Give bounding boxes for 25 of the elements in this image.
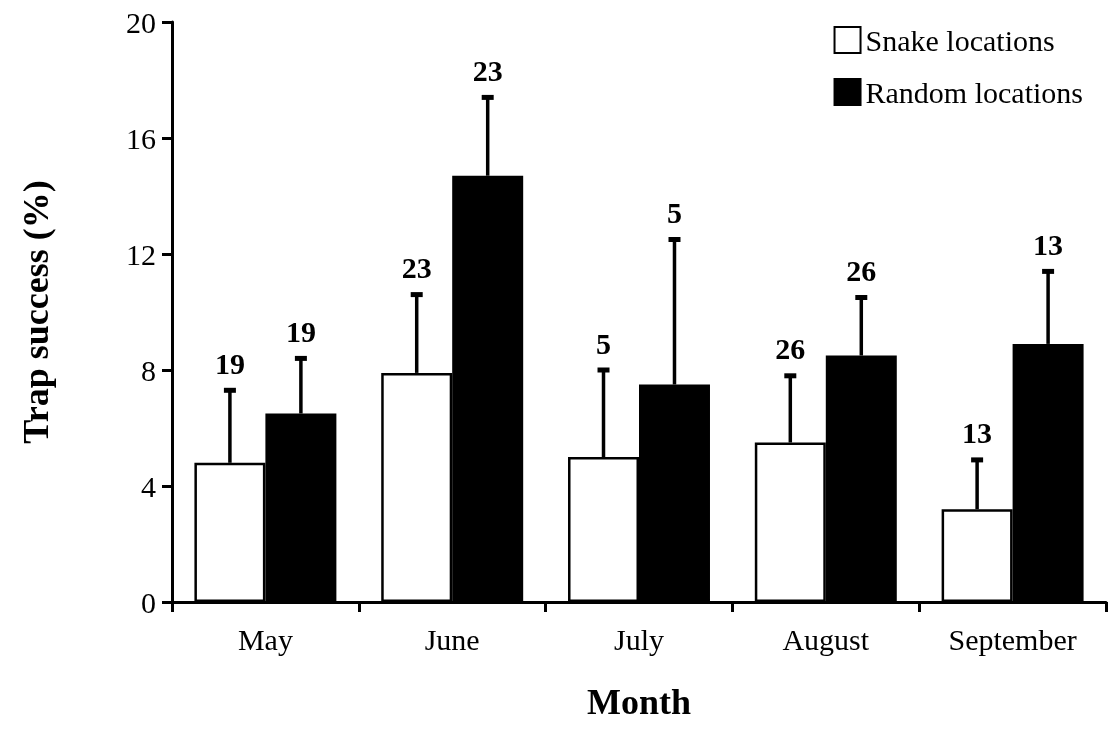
annotation: 19 — [285, 314, 316, 348]
annotation: 23 — [401, 251, 432, 285]
annotation: 19 — [214, 346, 245, 380]
x-axis-title: Month — [586, 682, 692, 722]
y-tick-label: 8 — [141, 353, 156, 387]
annotation: 13 — [1033, 227, 1064, 261]
y-axis-title: Trap success (%) — [16, 180, 56, 444]
annotation: 26 — [846, 254, 877, 287]
y-tick-label: 20 — [126, 5, 156, 39]
y-tick-label: 16 — [126, 121, 156, 155]
annotation: 26 — [775, 332, 806, 366]
legend-label: Snake locations — [865, 23, 1055, 57]
y-tick-label: 12 — [126, 237, 156, 271]
x-tick-label: July — [613, 622, 665, 656]
y-tick-label: 4 — [141, 469, 156, 503]
legend-label: Random locations — [865, 75, 1084, 109]
annotation: 5 — [666, 196, 682, 229]
annotation: 13 — [962, 416, 993, 450]
x-tick-label: May — [237, 622, 293, 656]
annotation: 23 — [472, 53, 503, 87]
x-tick-label: August — [782, 622, 870, 656]
y-tick-label: 0 — [141, 585, 156, 619]
x-tick-label: September — [948, 622, 1077, 656]
x-tick-label: June — [424, 622, 480, 656]
annotation: 5 — [596, 326, 612, 360]
